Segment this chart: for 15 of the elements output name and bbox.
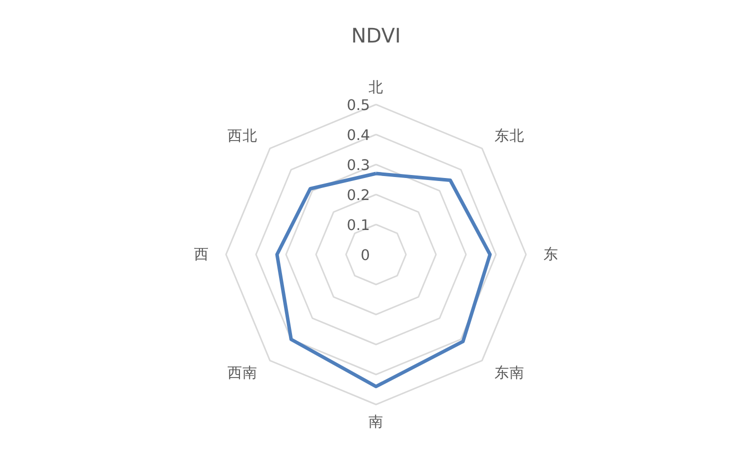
spoke-label: 西北	[228, 128, 258, 145]
spoke-label: 东	[543, 246, 558, 263]
y-tick-label: 0	[360, 247, 370, 264]
y-tick-label: 0.1	[346, 217, 370, 234]
y-tick-label: 0.4	[346, 127, 370, 144]
spoke-label: 西	[194, 246, 209, 263]
spoke-label: 北	[368, 78, 384, 96]
y-tick-label: 0.2	[346, 187, 370, 204]
y-tick-label: 0.3	[346, 157, 370, 174]
chart-title: NDVI	[351, 24, 401, 48]
spoke-label: 南	[368, 413, 384, 430]
spoke-label: 西南	[228, 364, 258, 382]
spoke-label: 东北	[494, 128, 524, 145]
y-tick-label: 0.5	[346, 97, 370, 114]
spoke-label: 东南	[494, 364, 524, 382]
